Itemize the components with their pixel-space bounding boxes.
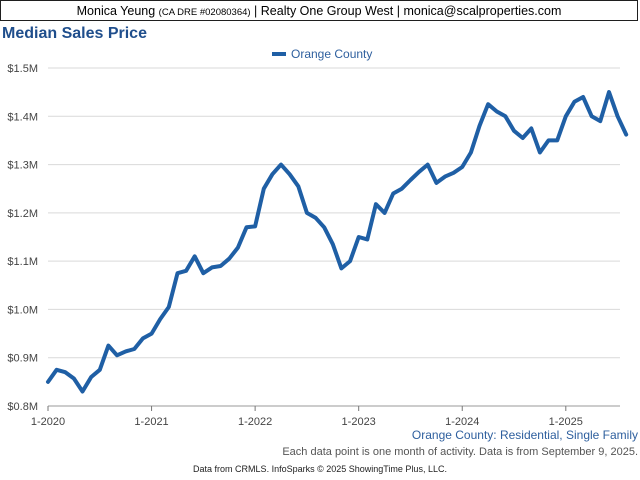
y-tick-label: $0.8M bbox=[7, 401, 38, 413]
y-tick-label: $0.9M bbox=[7, 353, 38, 365]
series-line-orange-county bbox=[46, 90, 629, 394]
x-tick-label: 1-2024 bbox=[445, 416, 479, 428]
y-tick-label: $1.0M bbox=[7, 304, 38, 316]
x-tick-label: 1-2021 bbox=[134, 416, 168, 428]
header-text: Monica Yeung (CA DRE #02080364) | Realty… bbox=[77, 4, 562, 18]
y-tick-label: $1.1M bbox=[7, 256, 38, 268]
header-bar: Monica Yeung (CA DRE #02080364) | Realty… bbox=[0, 0, 638, 21]
separator: | bbox=[396, 3, 400, 18]
license-number: (CA DRE #02080364) bbox=[158, 6, 251, 18]
source-note: Data from CRMLS. InfoSparks © 2025 Showi… bbox=[193, 464, 447, 474]
chart-subtitle: Orange County: Residential, Single Famil… bbox=[412, 428, 638, 442]
separator: | bbox=[254, 3, 258, 18]
legend-label: Orange County bbox=[291, 47, 372, 61]
footnote: Each data point is one month of activity… bbox=[282, 446, 638, 458]
email-link[interactable]: monica@scalproperties.com bbox=[403, 3, 562, 18]
y-tick-label: $1.4M bbox=[7, 111, 38, 123]
x-tick-label: 1-2023 bbox=[342, 416, 376, 428]
x-tick-label: 1-2025 bbox=[549, 416, 583, 428]
agent-name: Monica Yeung bbox=[76, 3, 156, 18]
x-tick-label: 1-2022 bbox=[238, 416, 272, 428]
chart-title: Median Sales Price bbox=[2, 25, 147, 42]
brokerage-name: Realty One Group West bbox=[260, 3, 394, 18]
y-tick-label: $1.5M bbox=[7, 63, 38, 75]
y-tick-label: $1.2M bbox=[7, 208, 38, 220]
y-tick-label: $1.3M bbox=[7, 160, 38, 172]
x-tick-label: 1-2020 bbox=[31, 416, 65, 428]
